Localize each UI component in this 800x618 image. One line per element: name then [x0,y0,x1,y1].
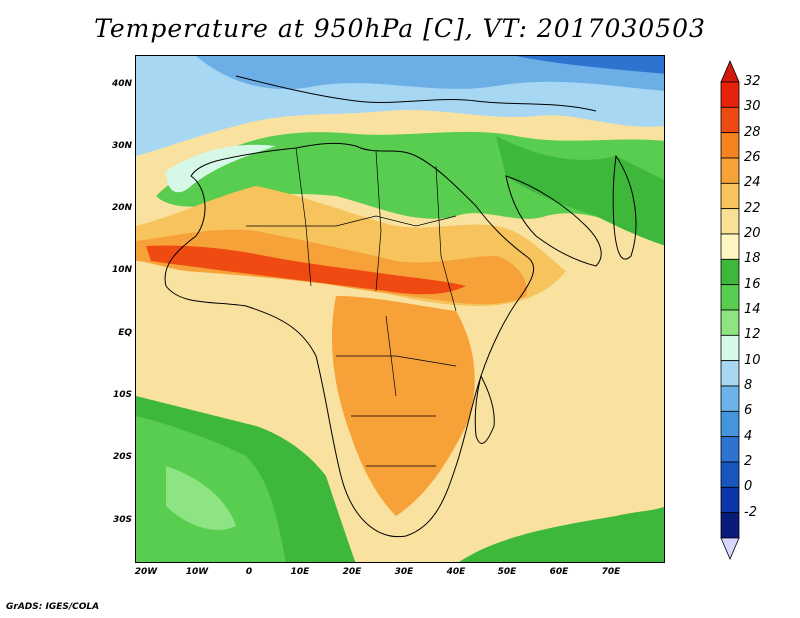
colorbar-label: 12 [744,327,761,343]
map-title: Temperature at 950hPa [C], VT: 201703050… [94,14,706,43]
lon-label-20e: 20E [342,567,362,577]
colorbar-swatch [720,258,740,286]
colorbar-label: 4 [744,428,753,444]
colorbar-swatch [720,512,740,539]
south-indian-cool-zone [459,506,664,562]
lon-label-30e: 30E [394,567,414,577]
colorbar-swatch [720,334,740,362]
temperature-map [135,55,665,563]
coastlines [164,75,637,538]
colorbar-label: 28 [744,124,761,140]
colorbar-swatch [720,410,740,438]
lon-label-10w: 10W [185,567,209,577]
lon-label-10e: 10E [290,567,310,577]
lat-label-30s: 30S [112,515,132,525]
colorbar-swatch [720,81,740,108]
colorbar-label: 20 [744,226,761,241]
country-borders [246,147,457,467]
colorbar-swatch [720,309,740,336]
colorbar-label: 26 [744,150,761,165]
atlantic-cool-zone [166,144,276,193]
lat-label-eq: EQ [118,328,132,338]
grads-credit: GrADS: IGES/COLA [6,602,100,612]
colorbar-label: 16 [744,276,761,292]
colorbar-label: 14 [744,302,761,317]
colorbar-label: 32 [744,74,761,89]
interior-hot-zone [331,296,475,516]
lon-label-60e: 60E [549,567,569,577]
lat-label-20n: 20N [111,203,132,213]
colorbar-top-arrow [720,59,740,83]
lon-label-50e: 50E [497,567,517,577]
colorbar-swatch [720,436,740,463]
colorbar-label: 10 [744,352,761,368]
lat-label-10n: 10N [111,265,132,275]
colorbar-label: 8 [744,378,753,393]
lat-label-10s: 10S [112,390,132,400]
map-canvas [136,56,664,562]
colorbar-swatch [720,486,740,514]
lat-label-20s: 20S [112,452,132,462]
colorbar-label: 0 [744,479,753,495]
colorbar-swatch [720,461,740,488]
colorbar-label: 30 [744,99,761,115]
colorbar-label: 22 [744,200,761,216]
colorbar-swatch [720,182,740,210]
colorbar-label: -2 [744,504,757,520]
colorbar-label: 18 [744,251,761,267]
lon-label-20w: 20W [134,567,158,577]
europe-coldest-zone [516,56,664,74]
colorbar-swatch [720,233,740,260]
colorbar [720,59,740,564]
colorbar-label: 24 [744,175,761,191]
lon-label-0: 0 [245,567,253,577]
colorbar-bottom-arrow [720,537,740,561]
colorbar-swatch [720,360,740,387]
colorbar-swatch [720,385,740,412]
lon-label-70e: 70E [601,567,621,577]
lon-label-40e: 40E [446,567,466,577]
colorbar-swatch [720,106,740,134]
colorbar-swatch [720,284,740,311]
colorbar-graphic [720,59,740,561]
colorbar-swatch [720,157,740,184]
sahel-hottest-zone [146,245,466,295]
colorbar-label: 2 [744,454,753,469]
lat-label-40n: 40N [111,79,132,89]
colorbar-swatch [720,208,740,235]
arabia-cool-zone [496,136,664,246]
colorbar-swatch [720,132,740,159]
south-atlantic-coolest-zone [166,466,236,530]
south-atlantic-cooler-zone [136,416,286,562]
lat-label-30n: 30N [111,141,132,151]
colorbar-label: 6 [744,403,753,419]
europe-colder-zone [196,56,664,91]
